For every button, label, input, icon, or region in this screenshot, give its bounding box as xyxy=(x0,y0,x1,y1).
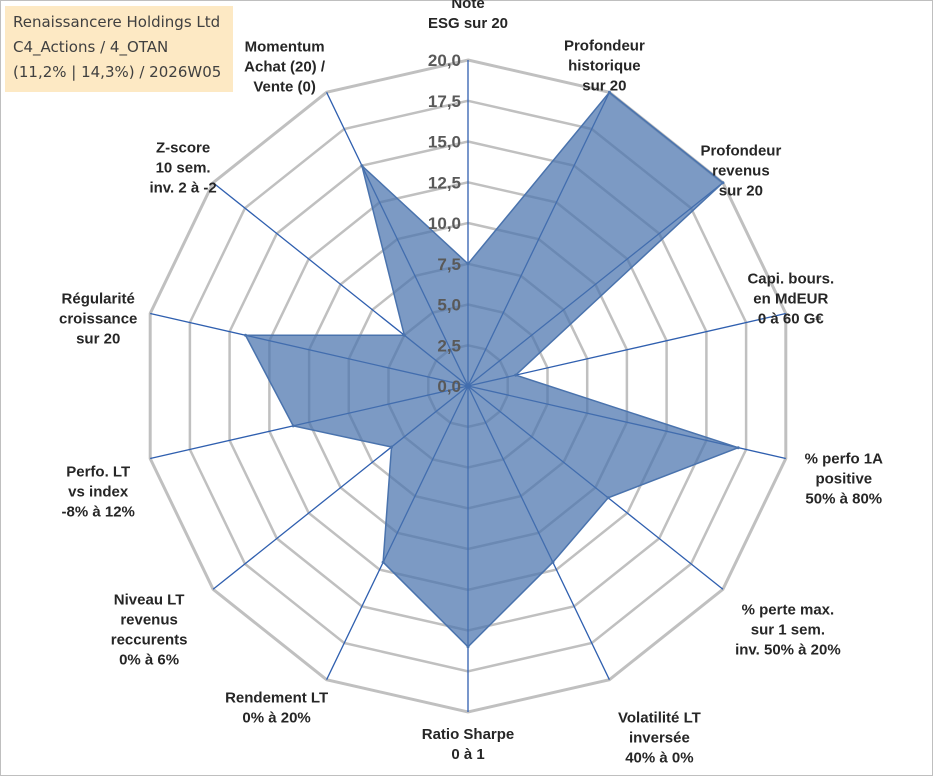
company-name: Renaissancere Holdings Ltd xyxy=(13,13,221,31)
performance-week: (11,2% | 14,3%) / 2026W05 xyxy=(13,63,222,81)
data-point xyxy=(381,560,385,564)
data-point xyxy=(466,262,470,266)
radial-tick-labels: 0,0 2,5 5,0 7,5 10,0 12,5 15,0 17,5 20,0 xyxy=(428,51,461,396)
tick-label: 0,0 xyxy=(437,377,461,396)
tick-label: 2,5 xyxy=(437,336,461,355)
axis-label: Régularité croissance sur 20 xyxy=(59,291,137,348)
security-info-box: Renaissancere Holdings Ltd C4_Actions / … xyxy=(5,6,233,92)
tick-label: 17,5 xyxy=(428,92,461,111)
axis-label: Z-score 10 sem. inv. 2 à -2 xyxy=(149,140,216,197)
tick-label: 5,0 xyxy=(437,296,461,315)
axis-label: Profondeur revenus sur 20 xyxy=(700,143,781,200)
axis-label: Ratio Sharpe 0 à 1 xyxy=(422,726,515,763)
data-point xyxy=(360,164,364,168)
axis-label: Rendement LT 0% à 20% xyxy=(225,690,328,727)
tick-label: 12,5 xyxy=(428,173,461,192)
data-point xyxy=(402,333,406,337)
data-point xyxy=(606,496,610,500)
data-point xyxy=(607,90,611,94)
radar-series xyxy=(244,90,741,649)
tick-label: 20,0 xyxy=(428,51,461,70)
series-area xyxy=(244,91,741,648)
axis-label: Note ESG sur 20 xyxy=(428,0,508,32)
data-point xyxy=(291,424,295,428)
axis-label: Volatilité LT inversée 40% à 0% xyxy=(618,710,701,767)
axis-label: Capi. bours. en MdEUR 0 à 60 G€ xyxy=(747,271,834,328)
data-point xyxy=(721,181,725,185)
tick-label: 15,0 xyxy=(428,133,461,152)
data-point xyxy=(736,446,740,450)
data-point xyxy=(514,373,518,377)
portfolio-category: C4_Actions / 4_OTAN xyxy=(13,38,169,56)
data-point xyxy=(466,645,470,649)
tick-label: 7,5 xyxy=(437,255,461,274)
axis-label: Perfo. LT vs index -8% à 12% xyxy=(62,464,135,521)
data-point xyxy=(390,445,393,449)
axis-label: % perfo 1A positive 50% à 80% xyxy=(805,451,884,508)
data-point xyxy=(244,333,247,337)
axis-label: % perte max. sur 1 sem. inv. 50% à 20% xyxy=(735,601,841,658)
axis-spoke xyxy=(467,312,786,387)
axis-label: Profondeur historique sur 20 xyxy=(564,37,645,94)
axis-label: Niveau LT revenus reccurents 0% à 6% xyxy=(111,591,188,668)
axis-labels: Note ESG sur 20 Profondeur historique sur 20… xyxy=(59,0,883,767)
data-point xyxy=(551,560,555,564)
tick-label: 10,0 xyxy=(428,214,461,233)
axis-label: Momentum Achat (20) / Vente (0) xyxy=(244,38,326,95)
